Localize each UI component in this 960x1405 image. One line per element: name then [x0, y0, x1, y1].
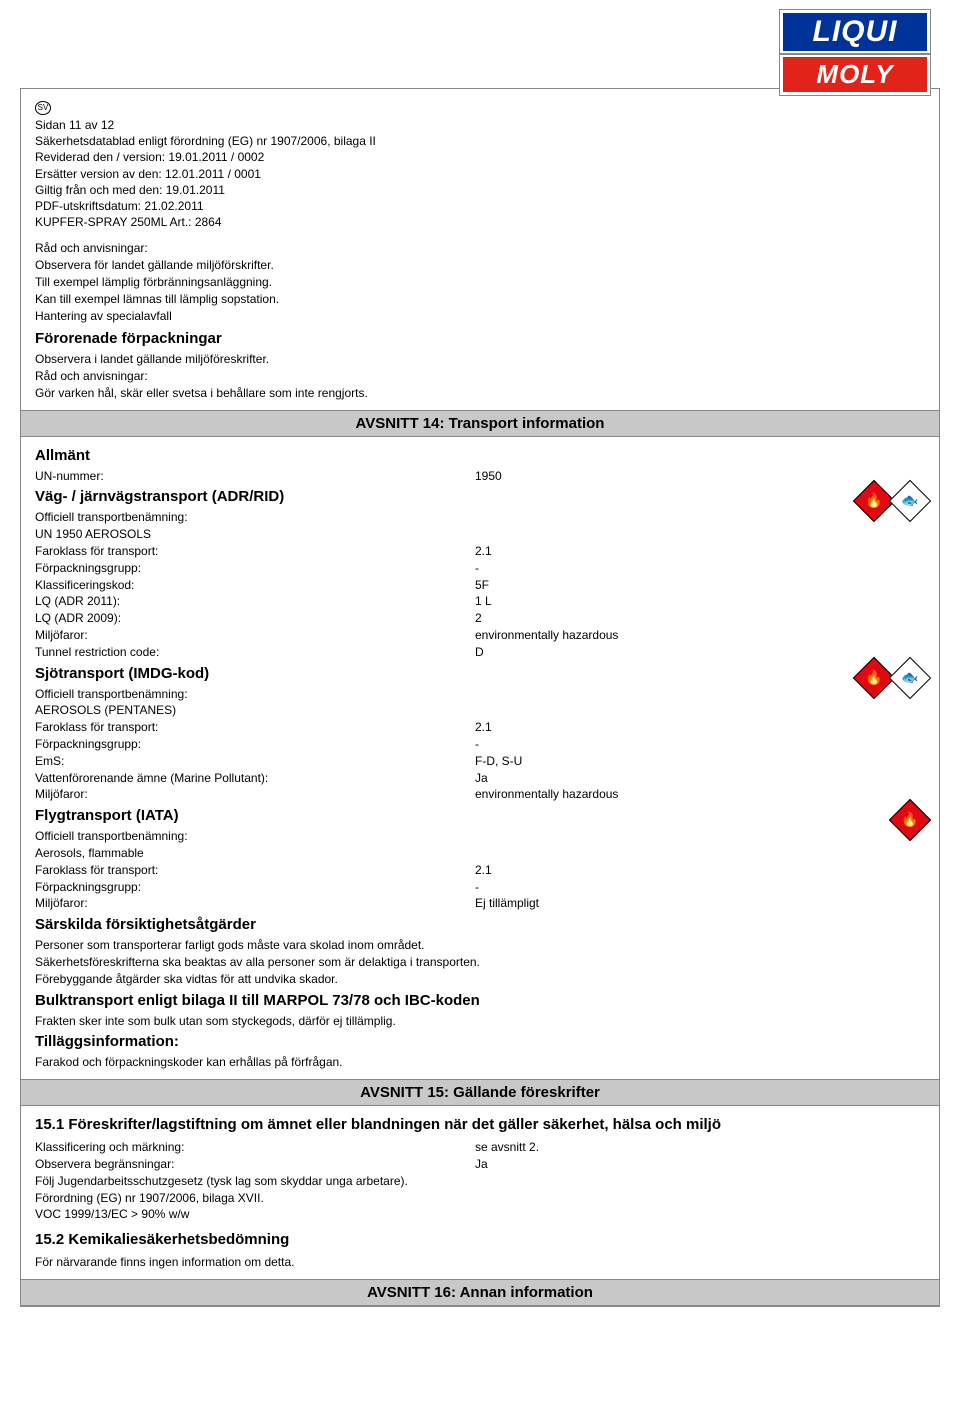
- document-header: Sidan 11 av 12 Säkerhetsdatablad enligt …: [35, 117, 925, 230]
- text-line: Följ Jugendarbeitsschutzgesetz (tysk lag…: [35, 1173, 925, 1190]
- text-line: Kan till exempel lämnas till lämplig sop…: [35, 291, 925, 308]
- text-line: Aerosols, flammable: [35, 845, 925, 862]
- env-hazard-pictogram: 🐟: [889, 656, 931, 698]
- section-14-banner: AVSNITT 14: Transport information: [21, 410, 939, 437]
- kv-key: Faroklass för transport:: [35, 862, 475, 879]
- kv-val: -: [475, 736, 925, 753]
- kv-val: -: [475, 879, 925, 896]
- subheading: Väg- / järnvägstransport (ADR/RID): [35, 486, 925, 507]
- kv-val: Ej tillämpligt: [475, 895, 925, 912]
- header-line: Giltig från och med den: 19.01.2011: [35, 182, 925, 198]
- kv-key: Miljöfaror:: [35, 895, 475, 912]
- kv-val: F-D, S-U: [475, 753, 925, 770]
- flammable-pictogram: 🔥: [889, 799, 931, 841]
- kv-key: Tunnel restriction code:: [35, 644, 475, 661]
- kv-key: Faroklass för transport:: [35, 543, 475, 560]
- kv-val: 1950: [475, 468, 925, 485]
- subheading: Tilläggsinformation:: [35, 1031, 925, 1052]
- kv-val: -: [475, 560, 925, 577]
- subheading: Bulktransport enligt bilaga II till MARP…: [35, 990, 925, 1011]
- header-line: PDF-utskriftsdatum: 21.02.2011: [35, 198, 925, 214]
- adr-pictograms: 🔥 🐟: [859, 486, 925, 516]
- text-line: Personer som transporterar farligt gods …: [35, 937, 925, 954]
- header-line: Säkerhetsdatablad enligt förordning (EG)…: [35, 133, 925, 149]
- iata-pictograms: 🔥: [895, 805, 925, 835]
- header-line: Ersätter version av den: 12.01.2011 / 00…: [35, 166, 925, 182]
- kv-val: 2.1: [475, 862, 925, 879]
- pre-section-14-text: Råd och anvisningar: Observera för lande…: [35, 240, 925, 401]
- text-line: Till exempel lämplig förbränningsanläggn…: [35, 274, 925, 291]
- document-frame: SV Sidan 11 av 12 Säkerhetsdatablad enli…: [20, 88, 940, 1307]
- subheading: Förorenade förpackningar: [35, 328, 925, 349]
- kv-key: Klassificering och märkning:: [35, 1139, 475, 1156]
- kv-key: Förpackningsgrupp:: [35, 736, 475, 753]
- text-line: För närvarande finns ingen information o…: [35, 1254, 925, 1271]
- kv-key: Förpackningsgrupp:: [35, 879, 475, 896]
- kv-val: se avsnitt 2.: [475, 1139, 925, 1156]
- text-line: Förebyggande åtgärder ska vidtas för att…: [35, 971, 925, 988]
- logo-top-text: LIQUI: [780, 10, 930, 54]
- text-line: Gör varken hål, skär eller svetsa i behå…: [35, 385, 925, 402]
- text-line: Observera i landet gällande miljöföreskr…: [35, 351, 925, 368]
- subheading: Allmänt: [35, 445, 925, 466]
- text-line: VOC 1999/13/EC > 90% w/w: [35, 1206, 925, 1223]
- kv-key: LQ (ADR 2009):: [35, 610, 475, 627]
- kv-val: Ja: [475, 1156, 925, 1173]
- text-line: Hantering av specialavfall: [35, 308, 925, 325]
- text-line: Officiell transportbenämning:: [35, 686, 925, 703]
- kv-key: Faroklass för transport:: [35, 719, 475, 736]
- brand-logo: LIQUI MOLY: [780, 10, 930, 95]
- text-line: Säkerhetsföreskrifterna ska beaktas av a…: [35, 954, 925, 971]
- kv-val: environmentally hazardous: [475, 627, 925, 644]
- kv-key: LQ (ADR 2011):: [35, 593, 475, 610]
- section-16-banner: AVSNITT 16: Annan information: [21, 1279, 939, 1306]
- kv-val: 2.1: [475, 719, 925, 736]
- header-line: KUPFER-SPRAY 250ML Art.: 2864: [35, 214, 925, 230]
- kv-val: Ja: [475, 770, 925, 787]
- subheading: Flygtransport (IATA): [35, 805, 925, 826]
- kv-val: environmentally hazardous: [475, 786, 925, 803]
- kv-key: Miljöfaror:: [35, 786, 475, 803]
- section-15-banner: AVSNITT 15: Gällande föreskrifter: [21, 1079, 939, 1106]
- text-line: UN 1950 AEROSOLS: [35, 526, 925, 543]
- subheading: 15.2 Kemikaliesäkerhetsbedömning: [35, 1229, 925, 1250]
- section-14-body: Allmänt UN-nummer: 1950 Väg- / järnvägst…: [35, 445, 925, 1072]
- kv-val: 5F: [475, 577, 925, 594]
- kv-val: 2: [475, 610, 925, 627]
- imdg-pictograms: 🔥 🐟: [859, 663, 925, 693]
- text-line: Officiell transportbenämning:: [35, 509, 925, 526]
- text-line: Frakten sker inte som bulk utan som styc…: [35, 1013, 925, 1030]
- text-line: Farakod och förpackningskoder kan erhåll…: [35, 1054, 925, 1071]
- text-line: Officiell transportbenämning:: [35, 828, 925, 845]
- subheading: Särskilda försiktighetsåtgärder: [35, 914, 925, 935]
- text-line: Råd och anvisningar:: [35, 368, 925, 385]
- subheading: Sjötransport (IMDG-kod): [35, 663, 925, 684]
- kv-key: Miljöfaror:: [35, 627, 475, 644]
- text-line: Förordning (EG) nr 1907/2006, bilaga XVI…: [35, 1190, 925, 1207]
- kv-val: D: [475, 644, 925, 661]
- header-line: Reviderad den / version: 19.01.2011 / 00…: [35, 149, 925, 165]
- kv-val: 2.1: [475, 543, 925, 560]
- kv-key: EmS:: [35, 753, 475, 770]
- logo-bottom-text: MOLY: [780, 54, 930, 95]
- kv-key: Observera begränsningar:: [35, 1156, 475, 1173]
- kv-key: Vattenförorenande ämne (Marine Pollutant…: [35, 770, 475, 787]
- kv-key: Förpackningsgrupp:: [35, 560, 475, 577]
- section-15-body: 15.1 Föreskrifter/lagstiftning om ämnet …: [35, 1114, 925, 1271]
- env-hazard-pictogram: 🐟: [889, 480, 931, 522]
- text-line: AEROSOLS (PENTANES): [35, 702, 925, 719]
- text-line: Observera för landet gällande miljöförsk…: [35, 257, 925, 274]
- subheading: 15.1 Föreskrifter/lagstiftning om ämnet …: [35, 1114, 925, 1135]
- kv-key: UN-nummer:: [35, 468, 475, 485]
- page-indicator: Sidan 11 av 12: [35, 117, 925, 133]
- kv-val: 1 L: [475, 593, 925, 610]
- kv-key: Klassificeringskod:: [35, 577, 475, 594]
- text-line: Råd och anvisningar:: [35, 240, 925, 257]
- language-badge: SV: [35, 101, 51, 115]
